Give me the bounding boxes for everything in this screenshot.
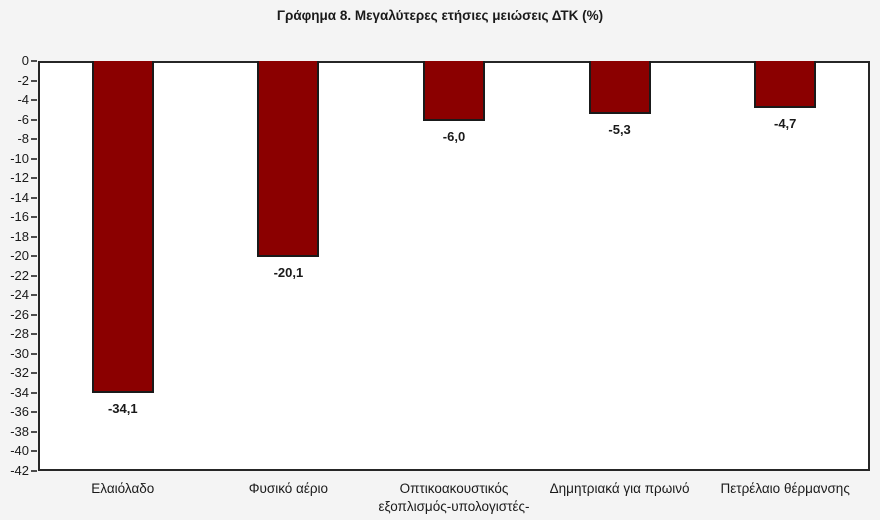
y-tick-label: 0 <box>21 53 29 68</box>
x-category-label: Ελαιόλαδο <box>91 481 155 496</box>
y-tick-mark <box>31 372 37 375</box>
y-tick-label: -2 <box>17 72 29 88</box>
y-tick-label: -6 <box>17 111 29 127</box>
bar <box>754 61 817 109</box>
y-tick-label: -4 <box>17 92 29 108</box>
y-tick-label: -30 <box>10 345 29 361</box>
y-tick-mark <box>31 157 37 160</box>
chart-title: Γράφημα 8. Μεγαλύτερες ετήσιες μειώσεις … <box>276 8 604 23</box>
bar-data-label: -20,1 <box>273 265 304 281</box>
y-tick-label: -14 <box>10 189 29 205</box>
y-tick-label: -20 <box>10 248 29 264</box>
y-tick-label: -40 <box>10 443 29 459</box>
y-tick-label: -8 <box>17 131 29 147</box>
y-tick-label: -36 <box>10 404 29 420</box>
y-tick-mark <box>31 177 37 180</box>
y-tick-label: -12 <box>10 170 29 186</box>
y-tick-label: -16 <box>10 209 29 225</box>
y-tick-label: -24 <box>10 287 29 303</box>
y-tick-mark <box>31 294 37 297</box>
bar <box>423 61 485 121</box>
y-tick-label: -18 <box>10 228 29 244</box>
y-tick-mark <box>31 411 37 414</box>
y-tick-mark <box>31 430 37 433</box>
y-tick-mark <box>31 391 37 394</box>
y-tick-label: -32 <box>10 365 29 381</box>
y-tick-mark <box>31 118 37 121</box>
y-tick-mark <box>31 60 37 62</box>
bar <box>257 61 320 258</box>
x-category-label: Δημητριακά για πρωινό <box>549 481 690 496</box>
bar-data-label: -6,0 <box>442 129 466 144</box>
x-category-label: Πετρέλαιο θέρμανσης <box>720 481 850 496</box>
y-tick-label: -34 <box>10 384 29 400</box>
y-tick-mark <box>31 235 37 238</box>
y-tick-label: -38 <box>10 423 29 439</box>
y-tick-mark <box>31 313 37 316</box>
bar-data-label: -5,3 <box>608 122 631 138</box>
y-tick-mark <box>31 138 37 141</box>
y-tick-mark <box>31 216 37 219</box>
x-category-label: Οπτικοακουστικός εξοπλισμός-υπολογιστές- <box>378 481 530 514</box>
bar <box>588 61 651 115</box>
x-category-label: Φυσικό αέριο <box>248 481 329 496</box>
y-tick-mark <box>31 99 37 102</box>
y-tick-mark <box>31 450 37 453</box>
y-tick-label: -10 <box>10 150 29 166</box>
y-tick-label: -26 <box>10 306 29 322</box>
y-tick-label: -42 <box>10 463 29 478</box>
y-tick-label: -22 <box>10 267 29 283</box>
y-tick-mark <box>31 79 37 82</box>
y-tick-mark <box>31 352 37 355</box>
y-tick-label: -28 <box>10 326 29 342</box>
y-tick-mark <box>31 333 37 336</box>
bar <box>91 61 154 393</box>
bar-data-label: -34,1 <box>107 400 138 416</box>
y-tick-mark <box>31 470 37 472</box>
y-tick-mark <box>31 274 37 277</box>
plot-area: -34,1 -20,1 -6,0 -5,3 -4,7 <box>38 61 870 471</box>
y-tick-mark <box>31 196 37 199</box>
y-tick-mark <box>31 255 37 258</box>
bar-data-label: -4,7 <box>773 116 797 132</box>
